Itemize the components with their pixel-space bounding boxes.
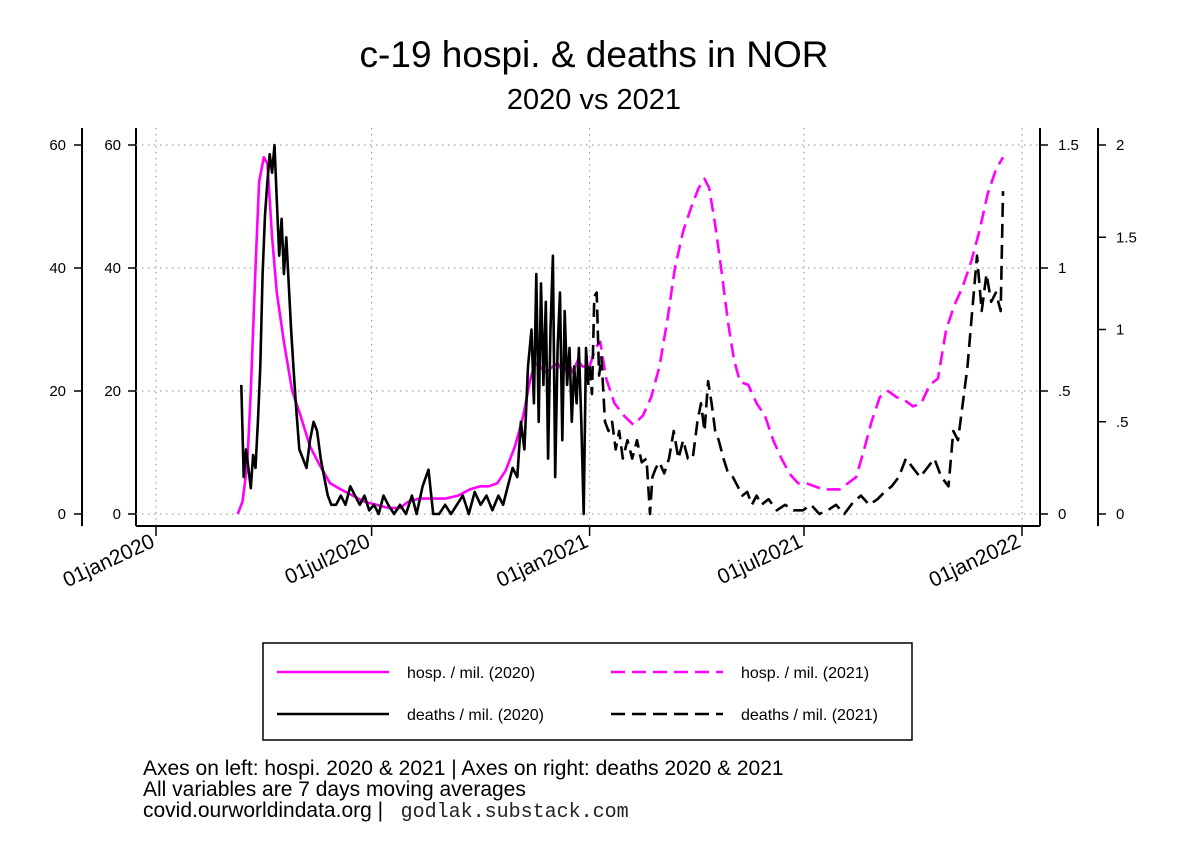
y-tick-label-right-outer: 1.5 bbox=[1116, 229, 1137, 246]
y-tick-label-right-inner: 1 bbox=[1058, 260, 1066, 277]
note-source-site: godlak.substack.com bbox=[400, 801, 629, 824]
y-tick-label-left-outer: 40 bbox=[49, 260, 66, 277]
grid-lines bbox=[136, 128, 1040, 526]
y-tick-label-right-outer: 2 bbox=[1116, 137, 1124, 154]
legend-label: deaths / mil. (2020) bbox=[407, 707, 544, 724]
y-axis-right-inner: 0 .5 1 1.5 bbox=[1040, 137, 1079, 523]
series-line bbox=[588, 156, 1005, 491]
y-tick-label-left-inner: 0 bbox=[113, 506, 121, 523]
x-tick-label: 01jul2020 bbox=[281, 530, 373, 589]
y-tick-label-right-outer: 1 bbox=[1116, 322, 1124, 339]
x-tick-label: 01jan2020 bbox=[59, 530, 158, 592]
note-source-label: covid.ourworldindata.org | bbox=[143, 799, 384, 822]
legend: hosp. / mil. (2020) hosp. / mil. (2021) de… bbox=[262, 642, 913, 741]
y-tick-label-left-outer: 60 bbox=[49, 137, 66, 154]
y-axis-right-outer: 0 .5 1 1.5 2 bbox=[1098, 137, 1137, 523]
y-tick-label-left-outer: 20 bbox=[49, 383, 66, 400]
series-line bbox=[588, 191, 1005, 516]
legend-label: hosp. / mil. (2020) bbox=[407, 665, 535, 682]
note-moving-average: All variables are 7 days moving averages bbox=[143, 778, 526, 801]
note-axes: Axes on left: hospi. 2020 & 2021 | Axes … bbox=[143, 757, 784, 780]
x-tick-label: 01jan2022 bbox=[925, 530, 1024, 592]
x-tick-label: 01jul2021 bbox=[714, 530, 806, 589]
series-group bbox=[236, 143, 1005, 516]
y-tick-label-right-inner: 1.5 bbox=[1058, 137, 1079, 154]
y-tick-label-left-inner: 40 bbox=[104, 260, 121, 277]
y-axis-left-outer: 0 20 40 60 bbox=[49, 137, 82, 523]
chart-notes: Axes on left: hospi. 2020 & 2021 | Axes … bbox=[143, 758, 784, 823]
y-tick-label-right-outer: 0 bbox=[1116, 506, 1124, 523]
legend-label: hosp. / mil. (2021) bbox=[741, 665, 869, 682]
legend-label: deaths / mil. (2021) bbox=[741, 707, 878, 724]
y-tick-label-left-inner: 60 bbox=[104, 137, 121, 154]
y-axis-left-inner: 0 20 40 60 bbox=[104, 137, 136, 523]
y-tick-label-right-inner: .5 bbox=[1058, 383, 1071, 400]
y-tick-label-right-inner: 0 bbox=[1058, 506, 1066, 523]
y-tick-label-right-outer: .5 bbox=[1116, 414, 1129, 431]
x-axis: 01jan2020 01jul2020 01jan2021 01jul2021 01ja… bbox=[59, 526, 1024, 592]
chart-subtitle: 2020 vs 2021 bbox=[506, 84, 682, 116]
y-tick-label-left-outer: 0 bbox=[58, 506, 66, 523]
chart-title: c-19 hospi. & deaths in NOR bbox=[359, 34, 829, 75]
legend-box bbox=[262, 642, 913, 741]
note-source: covid.ourworldindata.org | godlak.substa… bbox=[143, 800, 784, 823]
series-line bbox=[240, 143, 590, 516]
x-tick-label: 01jan2021 bbox=[493, 530, 592, 592]
y-tick-label-left-inner: 20 bbox=[104, 383, 121, 400]
